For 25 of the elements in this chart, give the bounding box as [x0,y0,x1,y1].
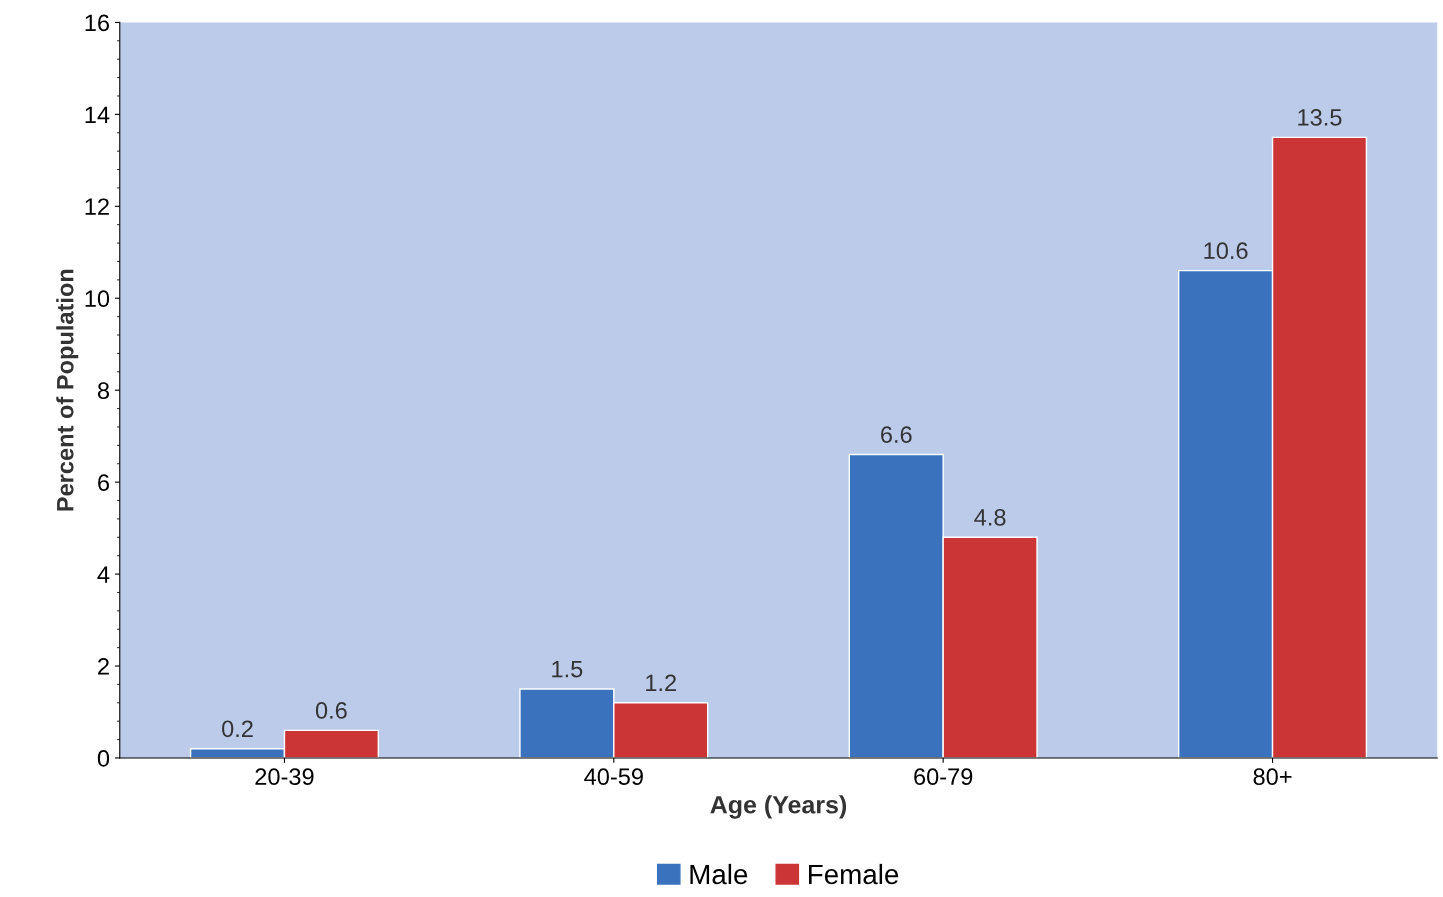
legend-label: Male [690,863,748,885]
y-tick-label: 6 [98,474,110,491]
x-tick-label: 60-79 [914,768,973,786]
x-axis-title: Age (Years) [710,795,847,819]
y-tick-label: 16 [85,14,110,32]
y-tick-label: 14 [85,106,110,123]
y-tick-label: 10 [85,290,110,308]
data-label: 1.5 [552,660,583,678]
y-tick-label: 2 [98,658,109,675]
data-label: 6.6 [881,426,912,443]
data-label: 1.2 [646,674,676,691]
y-tick-label: 4 [97,566,110,583]
y-tick-label: 12 [85,198,109,215]
data-label: 4.8 [974,508,1006,526]
x-tick-label: 40-59 [584,768,643,786]
data-label: 10.6 [1204,242,1248,260]
y-tick-label: 8 [97,382,110,399]
legend-label: Female [809,863,899,885]
data-label: 0.2 [222,720,253,738]
data-label: 0.6 [315,702,347,719]
x-tick-label: 20-39 [255,768,314,786]
x-tick-label: 80+ [1253,768,1292,786]
data-label: 13.5 [1298,109,1342,126]
y-tick-label: 0 [97,750,110,767]
y-axis-title: Percent of Population [56,269,79,511]
